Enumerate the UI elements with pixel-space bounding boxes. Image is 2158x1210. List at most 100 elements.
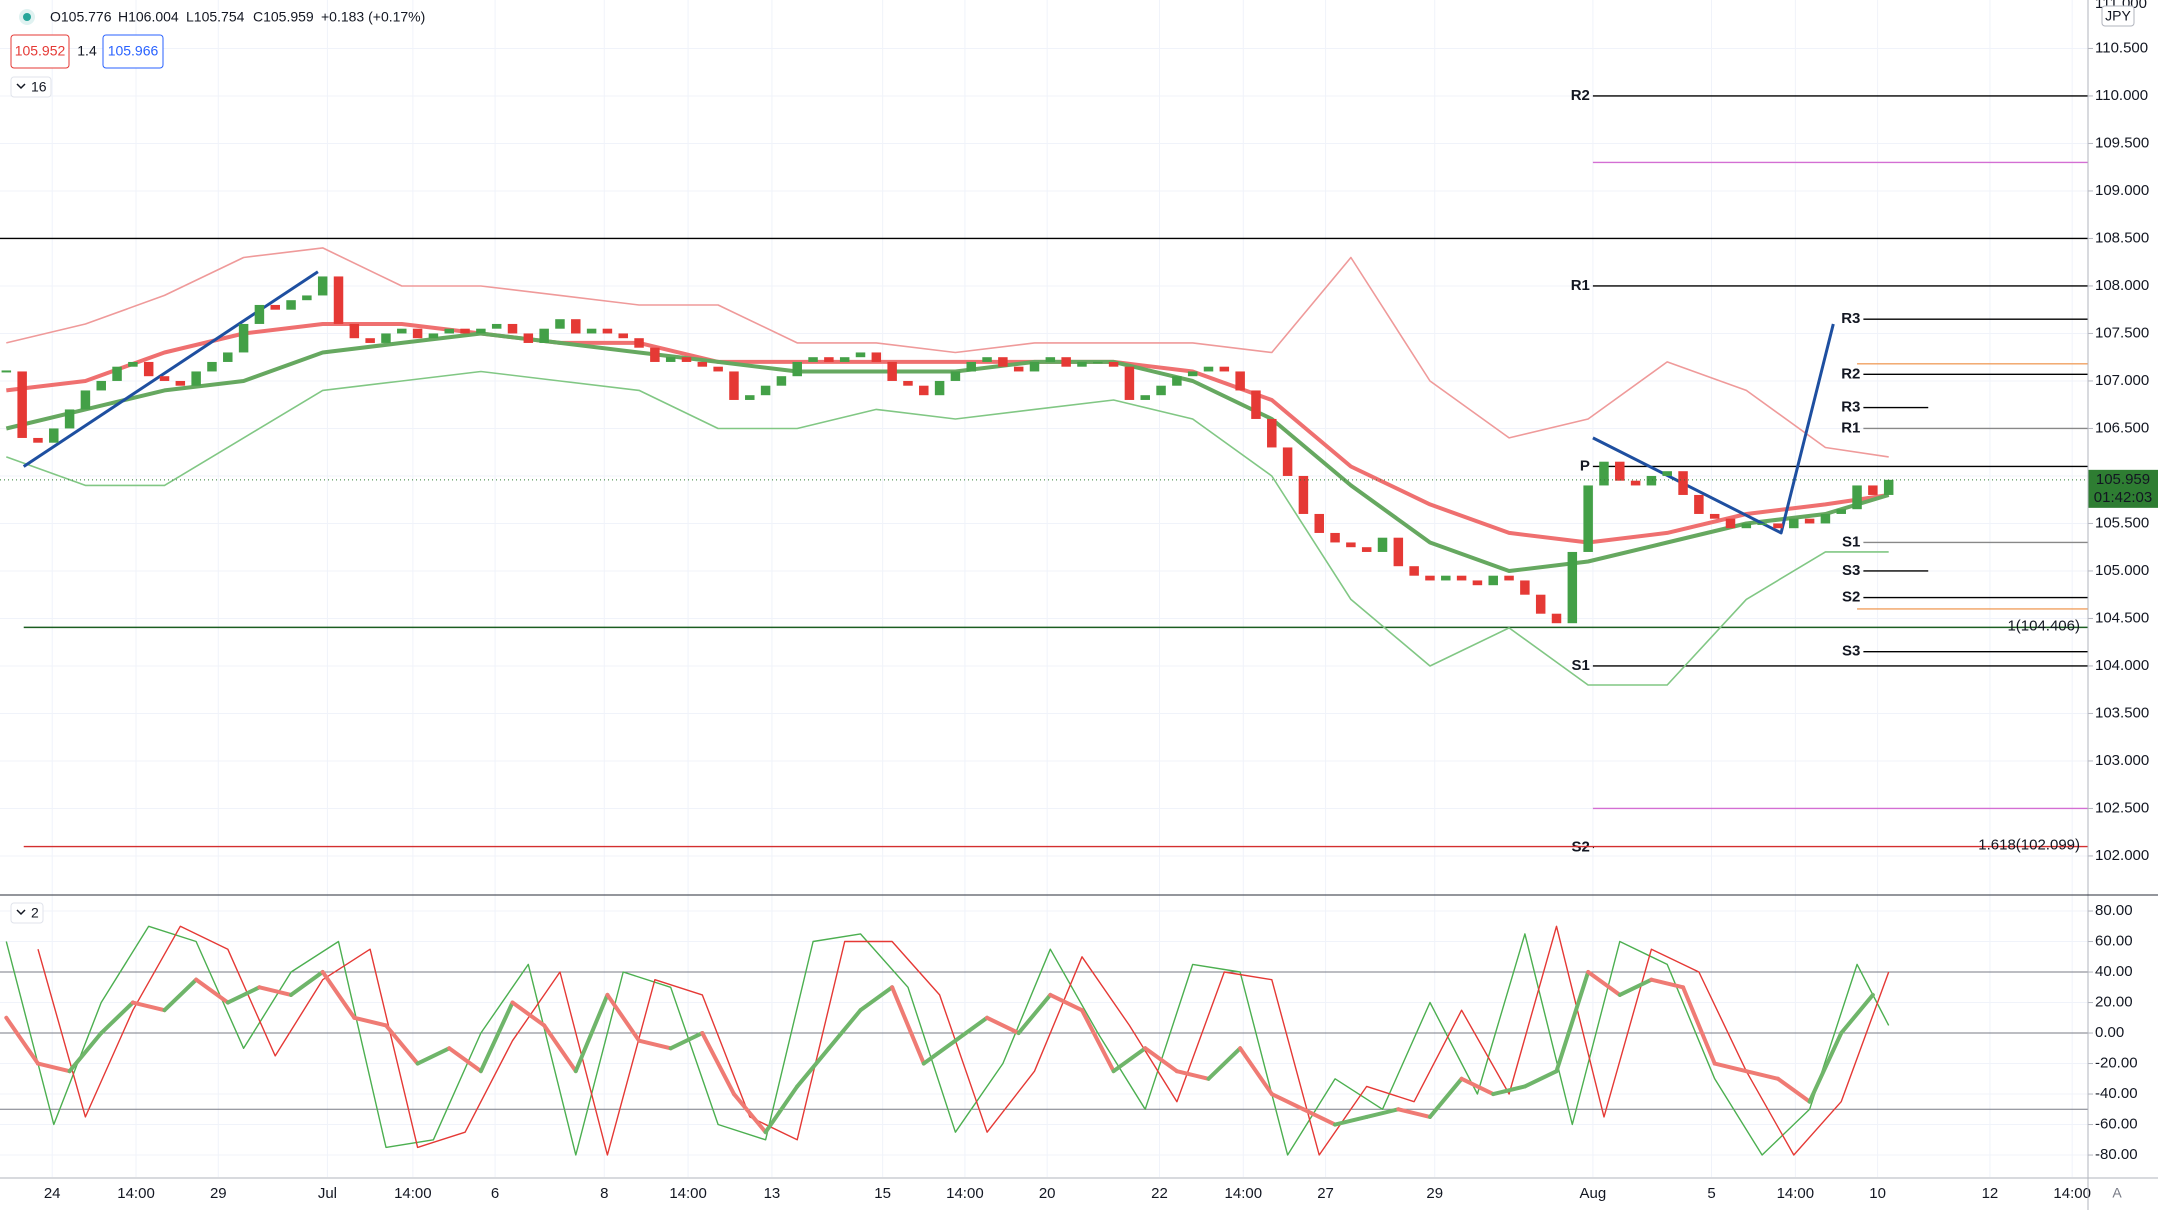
candle [223, 352, 233, 362]
oscillator-segment [763, 1084, 800, 1135]
last-price: 105.959 [2096, 471, 2150, 488]
indicator-toggle[interactable] [10, 76, 52, 98]
candle [1472, 580, 1483, 586]
candle [444, 328, 454, 334]
candle [871, 352, 882, 362]
auto-scale[interactable]: A [2112, 1185, 2122, 1201]
candle [1093, 361, 1103, 364]
candle [713, 366, 723, 372]
candle [1520, 580, 1530, 595]
candle [792, 361, 802, 377]
candle [729, 371, 739, 400]
y-tick-label: 103.500 [2095, 704, 2149, 721]
oscillator-segment [257, 985, 294, 997]
candle [1203, 366, 1214, 372]
candle [349, 323, 360, 339]
candle [1599, 461, 1609, 486]
oscillator-segment [1174, 1069, 1211, 1081]
oscillator-segment [1269, 1092, 1306, 1112]
candle [571, 319, 581, 334]
candle [982, 357, 992, 362]
x-tick-label: Aug [1580, 1185, 1607, 1202]
oscillator-segment [700, 1031, 736, 1097]
currency[interactable]: JPY [2105, 8, 2131, 24]
y-tick-label: -80.00 [2095, 1146, 2138, 1163]
candle [33, 437, 43, 443]
candle [665, 357, 676, 362]
x-tick-label: 14:00 [669, 1185, 707, 1202]
candle [1567, 551, 1578, 624]
oscillator-segment [637, 1038, 673, 1051]
candle [1298, 475, 1309, 514]
candle [1140, 395, 1150, 400]
y-tick-label: 105.500 [2095, 514, 2149, 531]
oscillator-segment [1364, 1107, 1401, 1119]
candle [460, 328, 470, 334]
x-tick-label: 14:00 [946, 1185, 984, 1202]
candle [650, 347, 660, 362]
candle [175, 380, 186, 386]
sub-indicator-toggle[interactable] [10, 902, 44, 924]
level-label: S3 [1842, 643, 1860, 660]
candle [776, 376, 787, 386]
x-tick-label: 12 [1982, 1185, 1999, 1202]
oscillator-segment [795, 1046, 831, 1089]
oscillator-segment [921, 1038, 958, 1066]
buy-button[interactable] [102, 34, 164, 69]
candle [539, 328, 549, 343]
oscillator-segment [1079, 1008, 1116, 1074]
candle [919, 385, 929, 396]
candle [270, 304, 280, 310]
candle [1630, 480, 1641, 486]
oscillator-segment [383, 1023, 420, 1066]
oscillator-segment [478, 1000, 515, 1074]
oscillator-segment [1649, 977, 1686, 990]
oscillator-segment [1143, 1046, 1179, 1074]
candle [1124, 366, 1135, 400]
candle [1314, 513, 1324, 533]
x-tick-label: 20 [1039, 1185, 1056, 1202]
oscillator-segment [605, 992, 642, 1043]
sell-button[interactable] [10, 34, 70, 69]
status-dot-core [23, 13, 31, 21]
sub-indicator-count[interactable]: 2 [31, 905, 39, 921]
oscillator-segment [162, 977, 199, 1013]
candle [1409, 566, 1419, 576]
oscillator-segment [1775, 1076, 1812, 1104]
oscillator-segment [731, 1092, 768, 1135]
indicator-count[interactable]: 16 [31, 79, 47, 95]
candle [1361, 547, 1372, 552]
oscillator-segment [542, 1023, 578, 1074]
y-tick-label: 110.000 [2095, 87, 2148, 104]
candle [903, 380, 913, 386]
currency-badge[interactable] [2101, 5, 2135, 27]
indicator-line [22, 270, 319, 468]
candle [1172, 376, 1182, 386]
candle [1077, 361, 1087, 367]
candle [1251, 390, 1261, 419]
oscillator-segment [1016, 992, 1053, 1036]
countdown: 01:42:03 [2094, 489, 2152, 506]
indicator-line [1592, 323, 1835, 535]
y-tick-label: 109.500 [2095, 134, 2149, 151]
x-tick-label: Jul [318, 1185, 337, 1202]
candle [476, 328, 486, 334]
x-tick-label: 10 [1869, 1185, 1886, 1202]
indicator-line [6, 370, 1889, 686]
candle [634, 338, 644, 348]
oscillator-segment [67, 1031, 104, 1074]
ohlc-high: H106.004 [118, 9, 179, 25]
candle [555, 319, 565, 329]
oscillator-segment [415, 1046, 452, 1066]
ohlc-change: +0.183 (+0.17%) [321, 9, 425, 25]
oscillator-segment [1333, 1114, 1369, 1127]
level-label: R1 [1841, 419, 1860, 436]
candle [428, 333, 439, 339]
buy-price[interactable]: 105.966 [108, 43, 159, 59]
x-tick-label: 24 [44, 1185, 61, 1202]
sell-price[interactable]: 105.952 [15, 43, 66, 59]
candle [1013, 366, 1024, 372]
candle [808, 357, 818, 362]
y-tick-label: -40.00 [2095, 1085, 2138, 1102]
